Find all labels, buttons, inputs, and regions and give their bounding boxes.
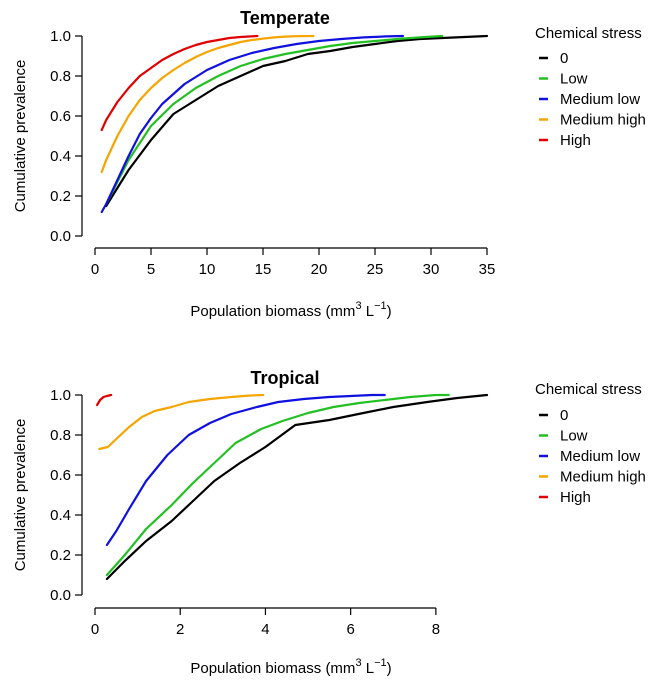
y-tick-label: 0.2 bbox=[50, 547, 71, 564]
x-axis-label-part: ) bbox=[387, 303, 392, 320]
x-tick-label: 0 bbox=[91, 621, 99, 638]
y-tick-label: 0.0 bbox=[50, 587, 71, 604]
series-line-0 bbox=[105, 393, 489, 581]
y-axis-label: Cumulative prevalence bbox=[12, 60, 29, 213]
chart-title: Temperate bbox=[240, 8, 330, 28]
x-tick-label: 35 bbox=[479, 261, 496, 278]
x-axis-label-part: L bbox=[362, 303, 375, 320]
x-axis-label-part: Population biomass (mm bbox=[190, 303, 355, 320]
x-tick-label: 5 bbox=[147, 261, 155, 278]
legend-label: Medium high bbox=[560, 469, 646, 486]
x-tick-label: 10 bbox=[199, 261, 216, 278]
x-axis-label-part: Population biomass (mm bbox=[190, 660, 355, 677]
y-tick-label: 0.8 bbox=[50, 68, 71, 85]
y-tick-label: 1.0 bbox=[50, 28, 71, 45]
series-line-low bbox=[105, 34, 444, 206]
legend-label: High bbox=[560, 132, 591, 149]
x-tick-label: 6 bbox=[346, 621, 354, 638]
legend-label: 0 bbox=[560, 407, 568, 424]
x-tick-label: 8 bbox=[432, 621, 440, 638]
legend-label: Medium high bbox=[560, 112, 646, 129]
legend-label: Medium low bbox=[560, 448, 640, 465]
series-line-medium-low bbox=[100, 34, 405, 214]
y-tick-label: 0.0 bbox=[50, 228, 71, 245]
x-axis-label-part: ) bbox=[387, 660, 392, 677]
y-tick-label: 0.4 bbox=[50, 507, 71, 524]
legend-title: Chemical stress bbox=[535, 25, 642, 42]
x-tick-label: 30 bbox=[423, 261, 440, 278]
series-line-medium-low bbox=[105, 393, 386, 547]
x-axis-label-superscript: −1 bbox=[374, 300, 387, 312]
series-line-medium-high bbox=[98, 393, 265, 451]
x-axis-label-superscript: 3 bbox=[355, 300, 361, 312]
y-tick-label: 1.0 bbox=[50, 387, 71, 404]
series-line-high bbox=[100, 34, 259, 132]
y-tick-label: 0.6 bbox=[50, 467, 71, 484]
y-tick-label: 0.8 bbox=[50, 427, 71, 444]
x-tick-label: 4 bbox=[261, 621, 269, 638]
x-tick-label: 0 bbox=[91, 261, 99, 278]
x-tick-label: 25 bbox=[367, 261, 384, 278]
x-axis-label-part: L bbox=[362, 660, 375, 677]
legend-label: Low bbox=[560, 428, 588, 445]
x-tick-label: 15 bbox=[255, 261, 272, 278]
series-line-0 bbox=[105, 34, 489, 208]
series-line-low bbox=[105, 393, 450, 577]
legend-label: Medium low bbox=[560, 91, 640, 108]
y-tick-label: 0.6 bbox=[50, 108, 71, 125]
legend-label: High bbox=[560, 489, 591, 506]
x-tick-label: 20 bbox=[311, 261, 328, 278]
x-axis-label: Population biomass (mm3 L−1) bbox=[190, 300, 391, 320]
series-line-high bbox=[95, 393, 113, 407]
x-axis-label: Population biomass (mm3 L−1) bbox=[190, 657, 391, 677]
y-tick-label: 0.4 bbox=[50, 148, 71, 165]
legend-label: Low bbox=[560, 71, 588, 88]
chart-panel-tropical: Tropical 0.0 0.2 0.4 0.6 0.8 1.0 0 2 4 6 8 Cumulativ… bbox=[12, 368, 646, 677]
x-axis-label-superscript: 3 bbox=[355, 657, 361, 669]
x-tick-label: 2 bbox=[176, 621, 184, 638]
legend-title: Chemical stress bbox=[535, 381, 642, 398]
series-line-medium-high bbox=[100, 34, 315, 174]
legend-label: 0 bbox=[560, 50, 568, 67]
y-tick-label: 0.2 bbox=[50, 188, 71, 205]
x-axis-label-superscript: −1 bbox=[374, 657, 387, 669]
chart-title: Tropical bbox=[250, 368, 319, 388]
y-axis-label: Cumulative prevalence bbox=[12, 419, 29, 572]
